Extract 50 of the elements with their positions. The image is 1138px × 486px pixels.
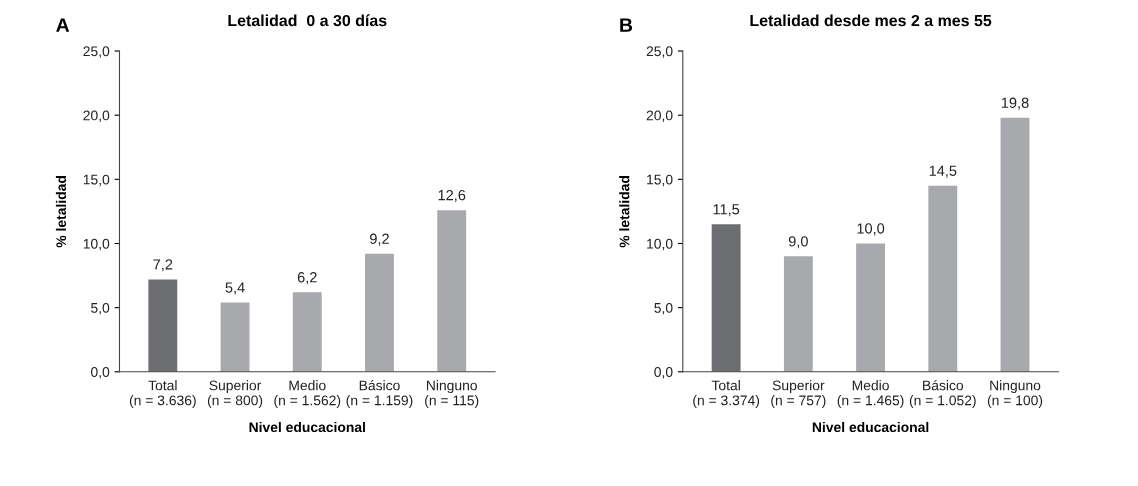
y-tick-label: 15,0 <box>83 174 110 187</box>
y-tick-label: 15,0 <box>647 174 673 187</box>
data-label: 10,0 <box>857 223 885 236</box>
y-tick-label: 0,0 <box>654 367 673 379</box>
y-axis-title: % letalidad <box>619 176 630 248</box>
text: A <box>56 18 70 32</box>
bar <box>1000 117 1030 372</box>
data-label: 9,2 <box>370 233 389 246</box>
data-label: 9,0 <box>788 236 808 249</box>
bar <box>856 243 886 372</box>
data-label: 12,6 <box>438 189 466 203</box>
bar <box>220 302 250 372</box>
x-tick-label: Superior (n = 800) <box>207 380 263 409</box>
y-tick-label: 10,0 <box>647 238 673 251</box>
data-label: 11,5 <box>713 204 740 217</box>
x-tick-label: Ninguno (n = 115) <box>425 380 479 409</box>
bar <box>148 279 178 372</box>
bar <box>292 292 322 372</box>
chart-title: Letalidad desde mes 2 a mes 55 <box>750 14 992 27</box>
x-tick-label: Total (n = 3.636) <box>129 380 196 409</box>
y-tick-label: 10,0 <box>83 238 110 251</box>
data-label: 14,5 <box>929 165 957 178</box>
x-tick-label: Ninguno (n = 100) <box>987 380 1043 409</box>
x-tick-label: Total (n = 3.374) <box>693 380 760 409</box>
data-label: 5,4 <box>225 282 245 295</box>
x-tick-label: Medio (n = 1.562) <box>274 380 341 409</box>
bar <box>365 253 394 372</box>
x-axis-title: Nivel educacional <box>249 421 365 433</box>
x-tick-label: Básico (n = 1.052) <box>909 379 976 409</box>
chart-title: Letalidad 0 a 30 días <box>228 14 387 27</box>
y-tick-label: 5,0 <box>654 302 673 315</box>
x-tick-label: Básico (n = 1.159) <box>346 379 413 409</box>
y-tick-label: 20,0 <box>83 110 110 122</box>
text: B <box>620 18 633 32</box>
bar <box>711 224 741 372</box>
bar <box>783 256 813 372</box>
x-tick-label: Superior (n = 757) <box>771 380 826 409</box>
x-axis-title: Nivel educacional <box>812 421 929 433</box>
y-tick-label: 20,0 <box>646 110 673 122</box>
bar <box>928 185 958 372</box>
y-axis-title: % letalidad <box>55 176 67 248</box>
y-tick-label: 25,0 <box>83 46 110 58</box>
bar <box>437 210 467 372</box>
x-tick-label: Medio (n = 1.465) <box>837 380 904 409</box>
data-label: 6,2 <box>297 272 317 285</box>
data-label: 7,2 <box>153 259 173 272</box>
y-tick-label: 5,0 <box>91 302 110 315</box>
y-tick-label: 0,0 <box>91 367 110 379</box>
y-tick-label: 25,0 <box>646 46 673 58</box>
data-label: 19,8 <box>1001 97 1029 110</box>
